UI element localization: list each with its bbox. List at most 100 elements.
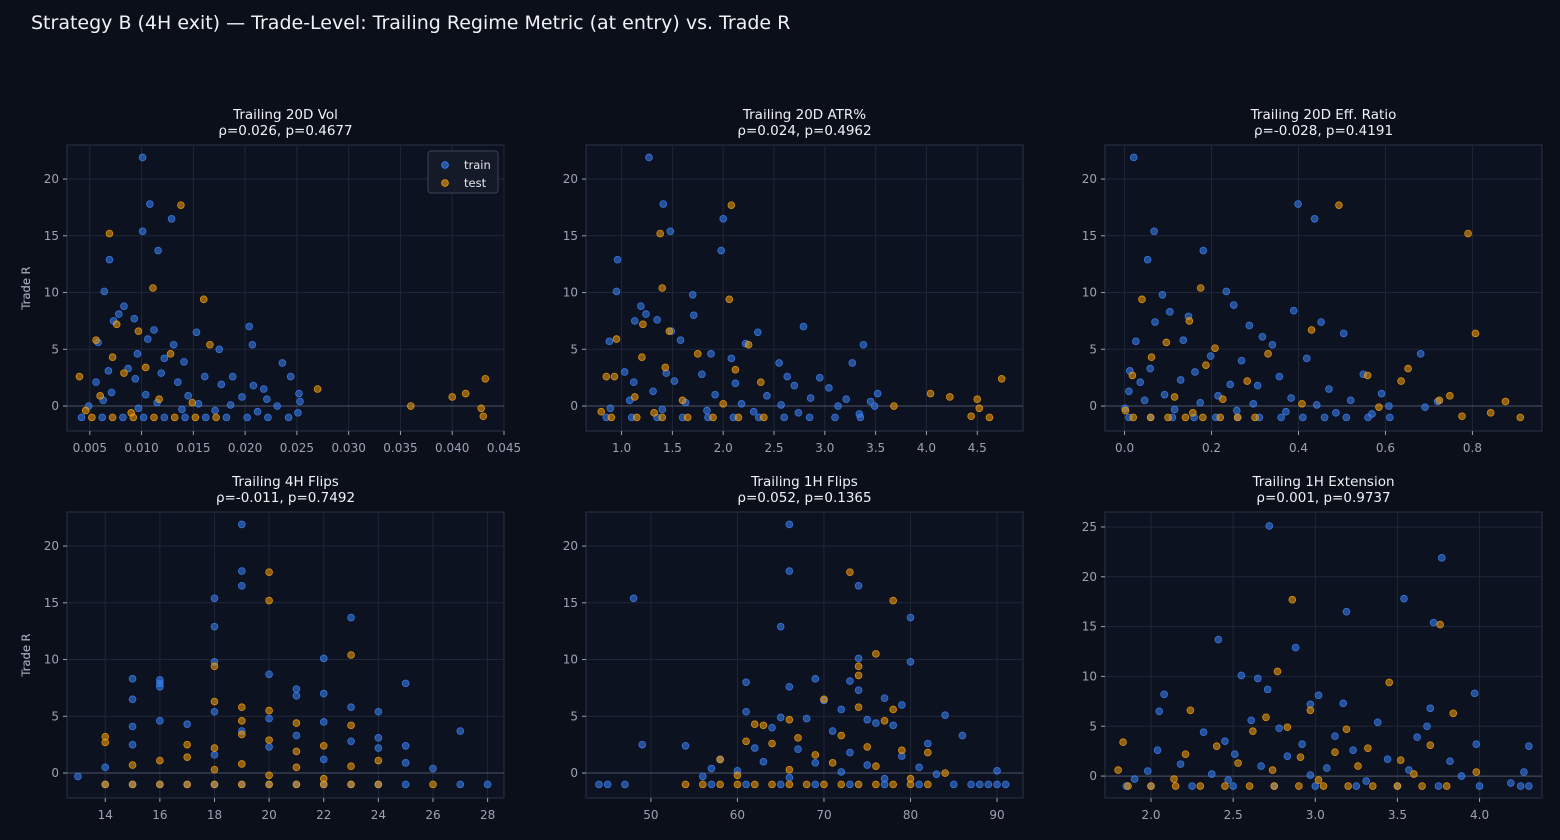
- data-point-test: [1181, 413, 1190, 422]
- data-point-test: [1251, 413, 1259, 422]
- data-point-test: [1342, 725, 1351, 734]
- data-point-train: [1423, 722, 1431, 731]
- data-point-train: [1196, 398, 1205, 407]
- legend-marker-test: [441, 179, 449, 187]
- data-point-train: [848, 359, 857, 367]
- data-point-train: [169, 340, 178, 349]
- x-tick-label: 0.015: [176, 441, 210, 455]
- legend-marker-train: [441, 161, 449, 169]
- data-point-test: [108, 353, 117, 362]
- data-point-train: [130, 314, 139, 323]
- data-point-train: [1364, 413, 1372, 422]
- x-tick-label: 0.2: [1202, 441, 1221, 455]
- data-point-test: [101, 738, 110, 747]
- data-point-train: [1362, 777, 1371, 785]
- data-point-train: [238, 520, 246, 529]
- y-tick-label: 0: [51, 766, 59, 780]
- data-point-train: [785, 682, 794, 691]
- data-point-test: [183, 753, 191, 761]
- data-point-test: [733, 771, 742, 780]
- data-point-test: [1344, 782, 1352, 790]
- data-point-train: [210, 594, 219, 603]
- x-tick-label: 3.0: [1306, 808, 1325, 822]
- data-point-train: [1299, 413, 1307, 422]
- data-point-train: [273, 402, 282, 410]
- data-point-test: [1196, 284, 1205, 292]
- data-point-test: [1170, 775, 1178, 783]
- data-point-test: [183, 740, 191, 749]
- data-point-test: [734, 413, 743, 422]
- data-point-test: [880, 717, 889, 725]
- data-point-test: [658, 284, 667, 292]
- data-point-test: [759, 721, 768, 730]
- data-point-train: [1520, 768, 1528, 776]
- data-point-train: [612, 287, 621, 296]
- data-point-train: [1437, 554, 1446, 562]
- data-point-test: [1464, 229, 1472, 238]
- data-point-train: [659, 200, 668, 208]
- data-point-train: [658, 405, 667, 414]
- data-point-train: [238, 393, 246, 401]
- data-point-train: [210, 707, 219, 716]
- x-tick-label: 0.6: [1376, 441, 1395, 455]
- data-point-test: [1181, 750, 1190, 758]
- chart-panel-trailing-1h-extension: 2.0 2.5 3.0 3.5 4.0 0 5 10 15 20 25 Trailing 1H Ext…: [19, 474, 1543, 822]
- y-tick-label: 5: [51, 709, 59, 723]
- data-point-test: [719, 399, 727, 408]
- data-point-test: [760, 413, 768, 422]
- y-tick-label: 10: [1082, 286, 1097, 300]
- data-point-test: [150, 413, 158, 422]
- data-point-test: [1129, 413, 1138, 422]
- data-point-train: [1143, 255, 1152, 264]
- data-point-test: [1449, 709, 1458, 718]
- data-point-test: [481, 374, 490, 383]
- data-point-test: [854, 703, 863, 712]
- data-point-test: [768, 739, 776, 748]
- data-point-train: [780, 413, 788, 422]
- data-point-train: [676, 336, 685, 345]
- series-test: [681, 568, 949, 789]
- data-point-test: [750, 720, 759, 729]
- data-point-train: [1265, 522, 1274, 530]
- data-point-train: [802, 714, 811, 723]
- x-tick-label: 0.035: [383, 441, 417, 455]
- data-point-test: [1264, 350, 1272, 358]
- data-point-test: [1486, 409, 1495, 417]
- data-point-test: [1262, 713, 1270, 722]
- data-point-train: [374, 734, 383, 742]
- data-point-train: [1339, 699, 1348, 708]
- data-point-train: [681, 741, 690, 750]
- data-point-train: [719, 214, 727, 223]
- data-point-test: [785, 715, 794, 724]
- y-tick-label: 15: [563, 229, 578, 243]
- data-point-test: [1283, 723, 1292, 732]
- data-point-train: [750, 744, 759, 752]
- x-tick-label: 0.045: [487, 441, 521, 455]
- data-point-test: [946, 393, 954, 401]
- x-tick-label: 60: [730, 808, 745, 822]
- data-point-train: [776, 622, 785, 631]
- data-point-train: [880, 694, 889, 702]
- data-point-train: [211, 406, 219, 415]
- data-point-test: [448, 393, 457, 401]
- data-point-train: [1332, 409, 1340, 417]
- data-point-train: [120, 302, 128, 310]
- chart-panel-trailing-20d-eff-ratio: 0.0 0.2 0.4 0.6 0.8 0 5 10 15 20 Trailing 20D Eff.…: [19, 107, 1543, 455]
- data-point-train: [967, 780, 975, 789]
- data-point-test: [212, 413, 220, 422]
- data-point-train: [319, 654, 328, 663]
- data-point-train: [217, 380, 226, 389]
- data-point-test: [744, 340, 753, 349]
- x-tick-label: 3.5: [866, 441, 885, 455]
- data-point-test: [166, 350, 175, 358]
- data-point-test: [128, 780, 137, 789]
- data-point-test: [112, 320, 121, 329]
- data-point-test: [1404, 364, 1412, 373]
- data-point-train: [742, 780, 750, 789]
- data-point-train: [794, 409, 803, 417]
- data-point-train: [401, 759, 410, 767]
- x-tick-label: 0.025: [280, 441, 314, 455]
- y-tick-label: 15: [1082, 229, 1097, 243]
- data-point-train: [653, 315, 661, 324]
- y-tick-label: 10: [44, 653, 59, 667]
